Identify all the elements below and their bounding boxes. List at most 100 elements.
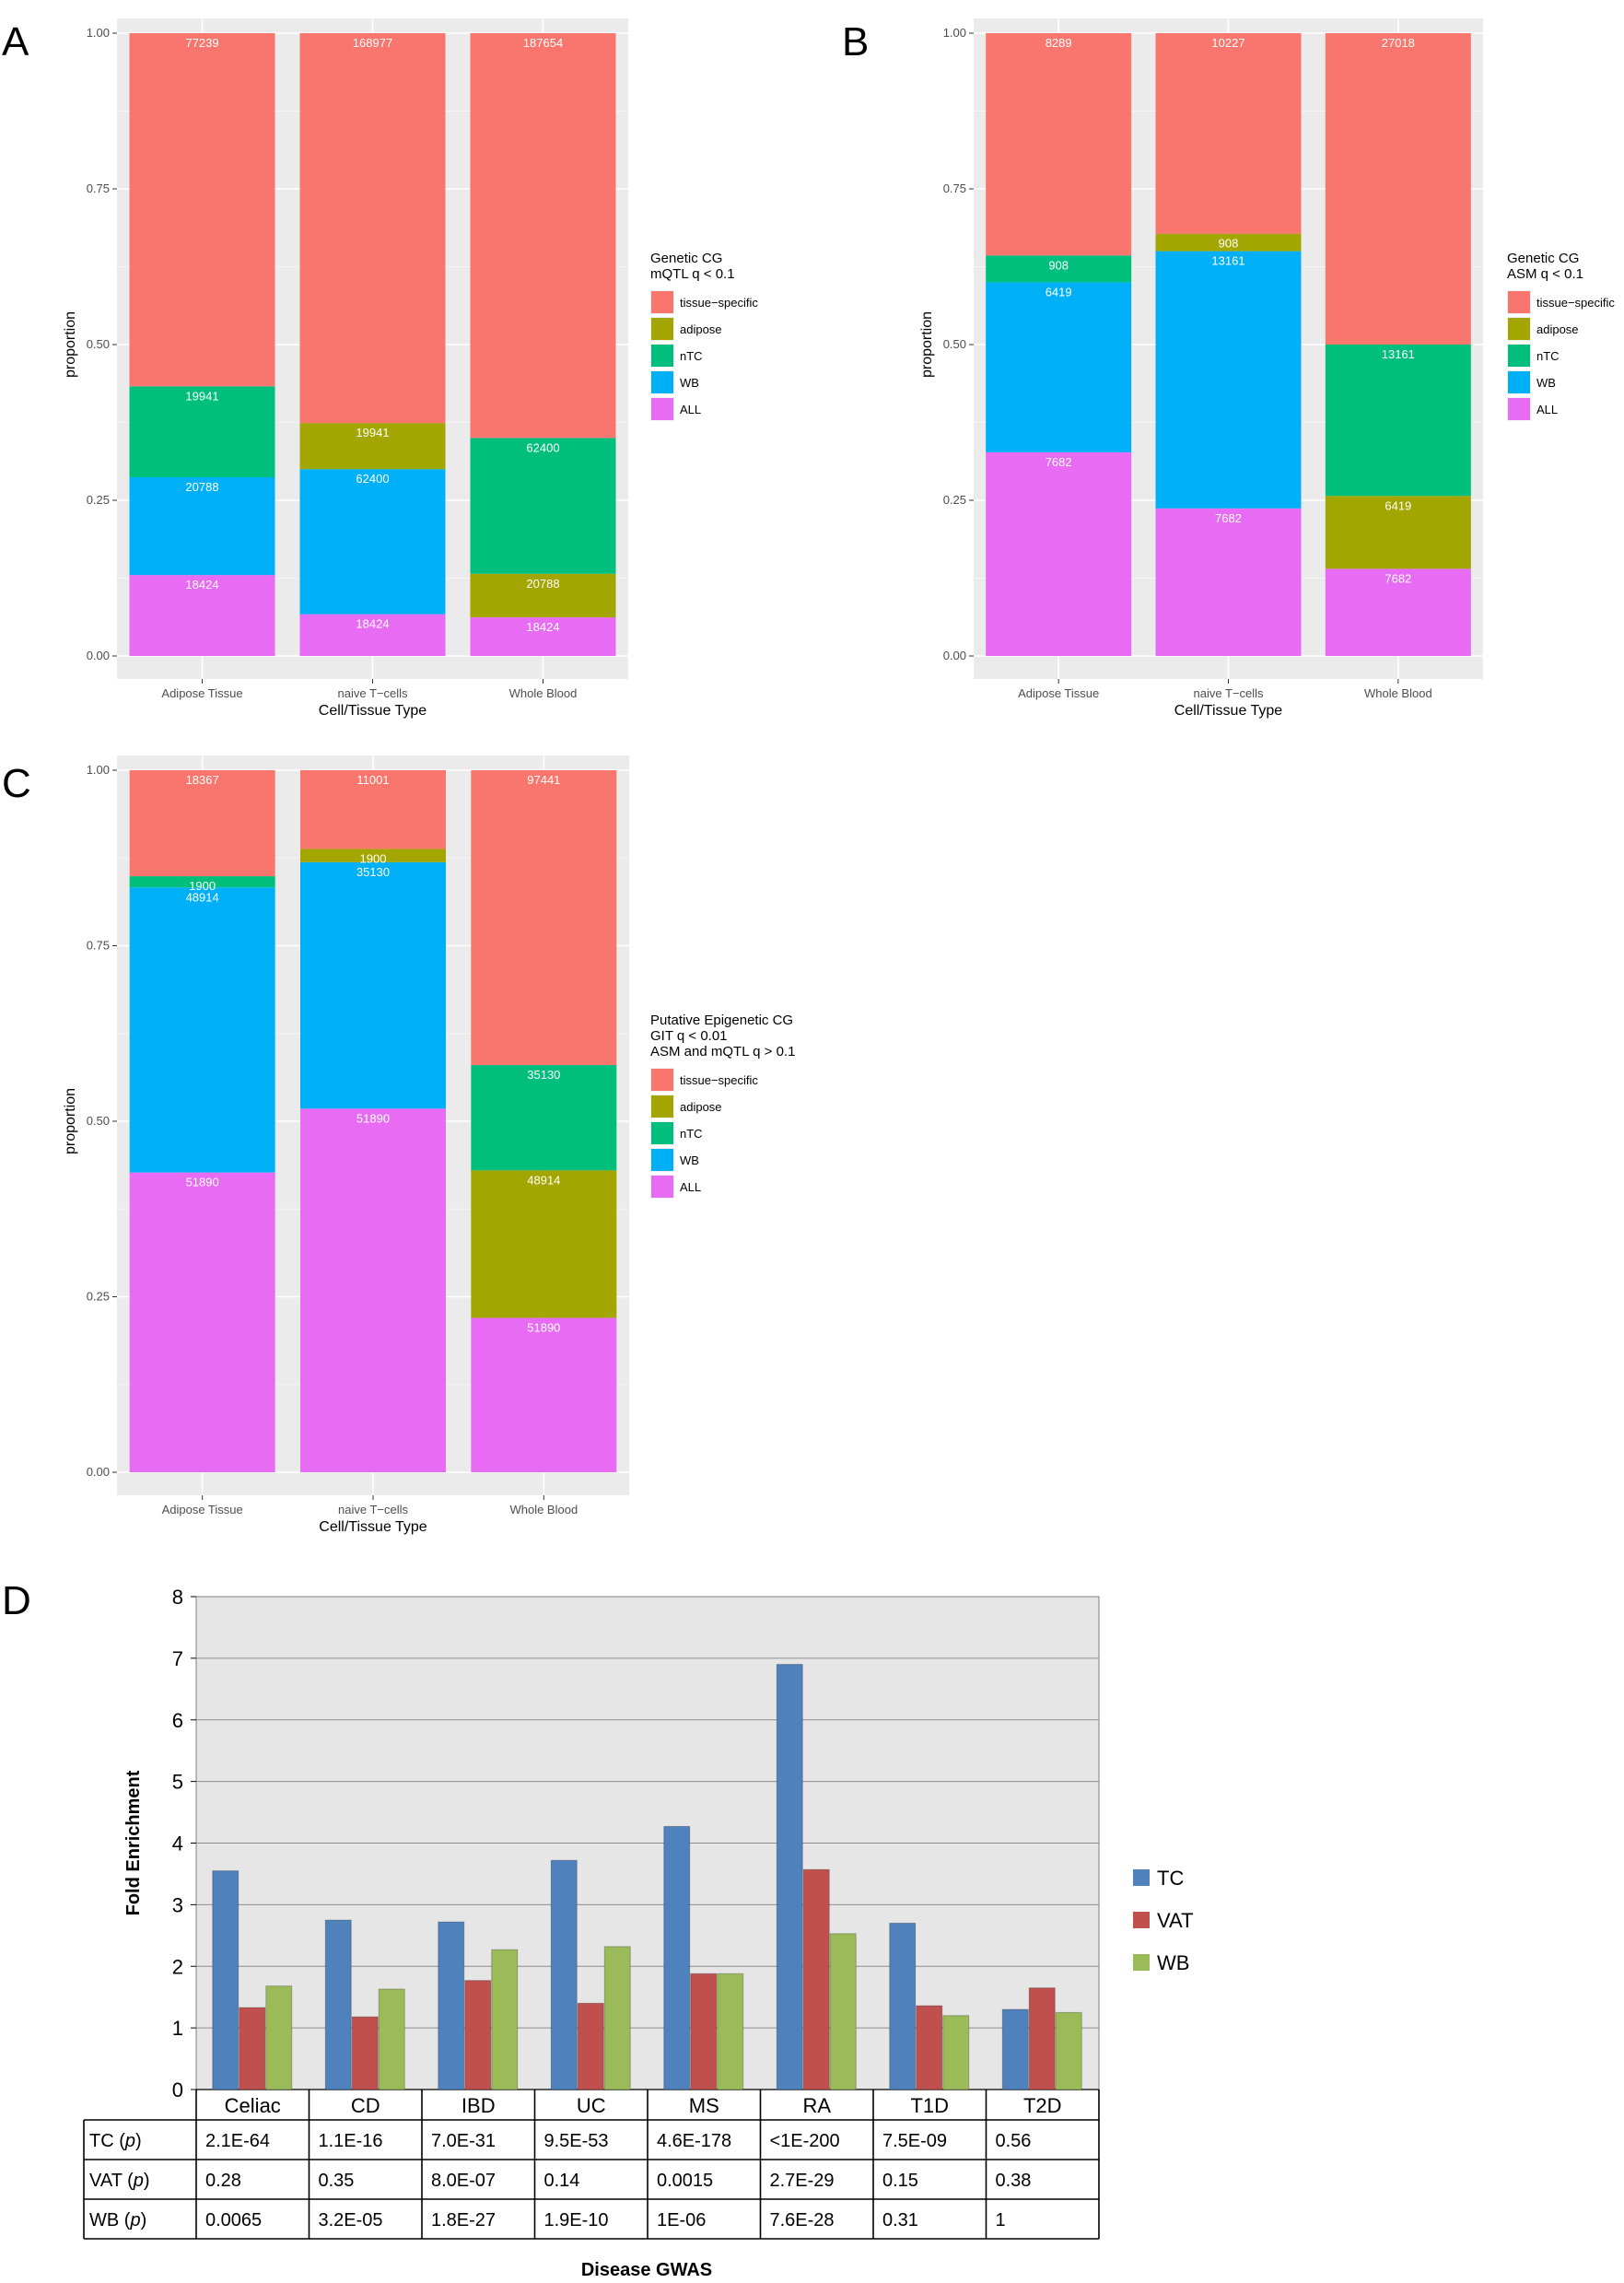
y-tick-label: 0.25 [943,493,966,507]
table-cell: 1.8E-27 [431,2210,496,2230]
table-cell: 1 [996,2210,1006,2230]
y-tick-label: 0.75 [943,181,966,195]
bar-segment-tissue-specific [300,770,446,849]
bar-segment-tissue-specific [471,770,617,1066]
legend-label: adipose [680,1100,722,1114]
row-series-name: TC [89,2131,114,2151]
bar-value-label: 27018 [1382,36,1415,50]
y-tick-label: 0.00 [943,649,966,662]
table-cell: 0.56 [996,2131,1032,2151]
x-tick-label: naive T−cells [1194,686,1264,700]
row-series-name: WB [89,2210,119,2230]
y-tick-label: 1.00 [943,26,966,40]
legend-label: TC [1157,1867,1184,1890]
bar-segment-tissue-specific [470,33,616,439]
bar-value-label: 168977 [353,36,392,50]
category-label: T2D [1023,2094,1062,2117]
bar-value-label: 10227 [1211,36,1244,50]
legend-swatch-WB [651,371,673,393]
bar-segment-adipose [471,1170,617,1318]
bar-segment-tissue-specific [299,33,446,424]
bar-segment-nTC [1325,345,1471,497]
bar-value-label: 18424 [526,620,559,634]
bar-segment-adipose [1325,496,1471,569]
bar-VAT-T2D [1028,1987,1056,2090]
bar-value-label: 20788 [185,480,218,494]
category-label: T1D [910,2094,949,2117]
bar-segment-WB [129,887,275,1173]
bar-value-label: 7682 [1046,455,1072,469]
panel-letter-B: B [842,19,869,64]
bar-value-label: 48914 [186,890,219,904]
x-axis-title: Cell/Tissue Type [1174,703,1282,719]
bar-TC-T2D [1001,2008,1029,2090]
bar-segment-ALL [1155,508,1302,656]
y-tick-label: 1 [172,2017,183,2040]
bar-segment-ALL [1325,568,1471,656]
legend-swatch-adipose [651,318,673,340]
table-cell: 1.1E-16 [319,2131,383,2151]
legend-swatch-nTC [1508,345,1530,367]
legend-swatch-tissue-specific [651,291,673,313]
bar-TC-RA [776,1664,803,2090]
bar-segment-tissue-specific [986,33,1132,256]
legend-label: adipose [680,322,722,336]
x-tick-label: naive T−cells [338,1503,408,1516]
y-tick-label: 3 [172,1893,183,1916]
legend-label: tissue−specific [1536,296,1615,310]
table-cell: 1.9E-10 [544,2210,609,2230]
table-cell: 0.31 [882,2210,918,2230]
bar-segment-nTC [471,1065,617,1171]
bar-segment-nTC [129,386,275,477]
table-cell: 0.14 [544,2171,580,2191]
bar-value-label: 1900 [189,879,216,893]
bar-segment-tissue-specific [129,770,275,877]
x-tick-label: Adipose Tissue [162,1503,243,1516]
bar-segment-nTC [129,876,275,888]
panel-letter-C: C [2,761,31,806]
legend-swatch-WB [1133,1954,1150,1971]
bar-value-label: 97441 [527,773,560,787]
legend-swatch-WB [1508,371,1530,393]
bar-segment-WB [129,476,275,576]
bar-segment-ALL [986,451,1132,656]
y-tick-label: 0.25 [87,1290,110,1304]
legend-label: tissue−specific [680,296,758,310]
table-cell: 4.6E-178 [657,2131,731,2151]
row-p-symbol: p [124,2131,135,2151]
bar-segment-adipose [300,849,446,862]
bar-value-label: 51890 [186,1176,219,1189]
legend-label: tissue−specific [680,1073,758,1087]
bar-segment-ALL [300,1108,446,1472]
bar-TC-UC [550,1859,578,2090]
legend-label: nTC [680,349,703,363]
bar-WB-CD [378,1988,405,2090]
bar-segment-WB [1155,251,1302,509]
legend-swatch-adipose [651,1095,673,1118]
bar-segment-nTC [470,438,616,574]
bar-TC-Celiac [212,1870,240,2090]
bar-value-label: 187654 [523,36,563,50]
bar-value-label: 6419 [1046,285,1072,299]
bar-value-label: 19941 [356,426,389,439]
x-axis-title: Cell/Tissue Type [319,1519,426,1535]
bar-segment-ALL [299,614,446,656]
bar-value-label: 51890 [356,1111,390,1125]
bar-value-label: 35130 [356,865,390,879]
bar-value-label: 18367 [186,773,219,787]
bar-value-label: 62400 [526,440,559,454]
category-label: RA [802,2094,831,2117]
legend-title: mQTL q < 0.1 [650,266,735,282]
table-cell: 9.5E-53 [544,2131,609,2151]
legend-title: Genetic CG [650,251,722,266]
bar-WB-T2D [1055,2011,1082,2090]
table-cell: <1E-200 [770,2131,840,2151]
bar-WB-Celiac [265,1985,293,2090]
legend-swatch-nTC [651,345,673,367]
y-axis-title: Fold Enrichment [123,1770,144,1915]
bar-segment-WB [299,469,446,615]
legend-title: Genetic CG [1507,251,1579,266]
x-axis-title: Cell/Tissue Type [319,703,426,719]
legend-title: GIT q < 0.01 [650,1028,728,1044]
table-cell: 0.35 [319,2171,355,2191]
